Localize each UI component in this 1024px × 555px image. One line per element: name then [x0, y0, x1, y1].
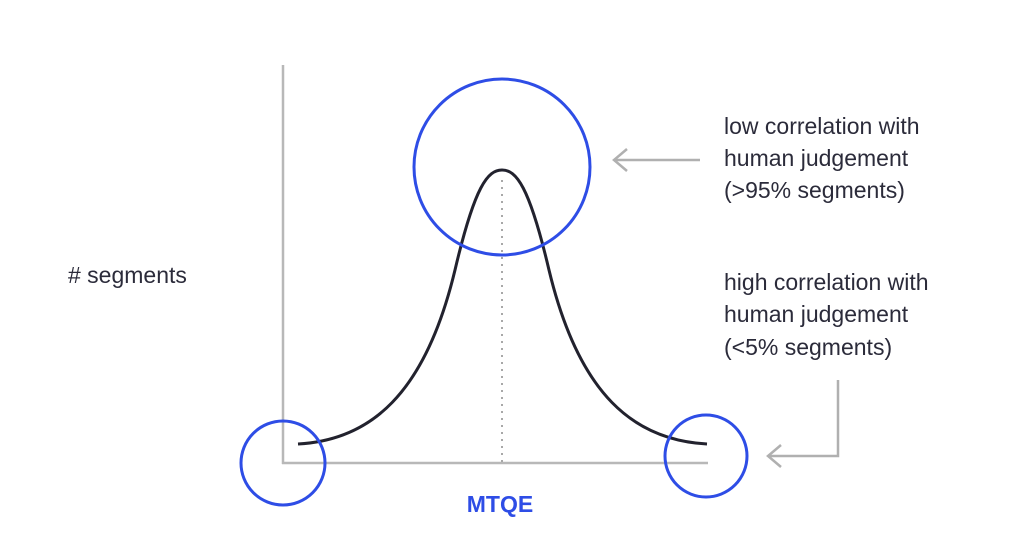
annotation-line: (<5% segments): [724, 334, 892, 360]
annotation-line: low correlation with: [724, 113, 920, 139]
highlight-circle: [239, 419, 327, 507]
annotation-line: human judgement: [724, 145, 909, 171]
annotation-line: human judgement: [724, 301, 909, 327]
annotation-line: (>95% segments): [724, 177, 905, 203]
highlight-circle: [663, 413, 749, 499]
highlight-circle: [412, 77, 592, 257]
annotation-line: high correlation with: [724, 269, 929, 295]
distribution-curve: [297, 168, 708, 446]
x-axis-label: MTQE: [467, 491, 533, 517]
y-axis-label: # segments: [68, 262, 187, 288]
arrow: [766, 380, 840, 468]
arrow: [612, 148, 700, 172]
